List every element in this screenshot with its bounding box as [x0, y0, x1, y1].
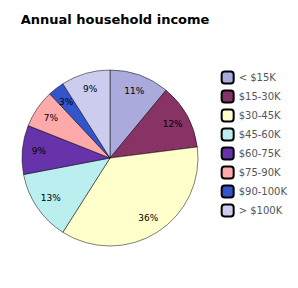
- svg-text:$60-75K: $60-75K: [239, 148, 281, 159]
- svg-text:$15-30K: $15-30K: [239, 91, 281, 102]
- svg-text:$90-100K: $90-100K: [239, 186, 288, 197]
- svg-text:$75-90K: $75-90K: [239, 167, 281, 178]
- svg-text:> $100K: > $100K: [239, 205, 283, 216]
- svg-text:9%: 9%: [32, 146, 47, 156]
- svg-text:3%: 3%: [59, 97, 74, 107]
- svg-text:< $15K: < $15K: [239, 72, 277, 83]
- svg-text:7%: 7%: [44, 113, 59, 123]
- svg-text:Annual household income: Annual household income: [21, 12, 210, 27]
- svg-text:13%: 13%: [41, 193, 61, 203]
- svg-text:9%: 9%: [83, 84, 98, 94]
- svg-text:$45-60K: $45-60K: [239, 129, 281, 140]
- svg-text:$30-45K: $30-45K: [239, 110, 281, 121]
- svg-text:11%: 11%: [124, 86, 144, 96]
- svg-text:12%: 12%: [163, 119, 183, 129]
- svg-text:36%: 36%: [138, 213, 158, 223]
